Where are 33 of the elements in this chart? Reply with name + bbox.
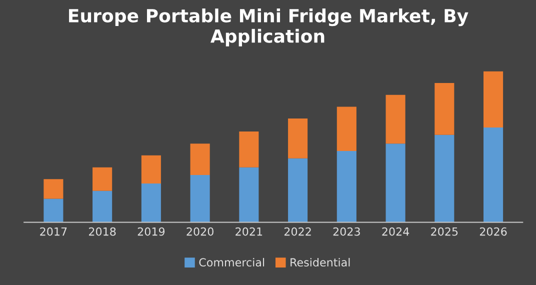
bar <box>434 83 454 135</box>
bar <box>336 106 356 152</box>
bar <box>484 127 504 222</box>
bar <box>141 183 161 222</box>
bar <box>190 175 210 222</box>
bar <box>288 118 308 158</box>
bar <box>484 71 504 128</box>
bar <box>92 190 112 222</box>
bar <box>239 132 259 168</box>
x-tick-label: 2017 <box>40 227 67 236</box>
x-tick-label: 2021 <box>236 227 262 236</box>
legend-label: Commercial <box>199 258 264 267</box>
bar <box>44 198 64 222</box>
x-tick-label: 2020 <box>186 227 214 236</box>
bar <box>141 155 161 184</box>
chart-title: Europe Portable Mini Fridge Market, By Application <box>69 8 468 46</box>
legend-label: Residential <box>290 258 350 267</box>
x-tick-label: 2023 <box>333 227 360 236</box>
x-tick-label: 2022 <box>284 227 311 236</box>
bar <box>92 167 112 191</box>
x-tick-label: 2026 <box>480 227 507 236</box>
bar <box>386 144 406 222</box>
bar <box>336 151 356 222</box>
bar <box>239 167 259 222</box>
x-tick-label: 2025 <box>431 227 458 236</box>
bar <box>44 179 64 199</box>
x-tick-label: 2024 <box>382 227 410 236</box>
bar <box>288 158 308 222</box>
bar <box>190 144 210 176</box>
x-tick-label: 2019 <box>138 227 165 236</box>
bar <box>434 134 454 222</box>
bar <box>386 94 406 144</box>
x-tick-label: 2018 <box>88 227 116 236</box>
